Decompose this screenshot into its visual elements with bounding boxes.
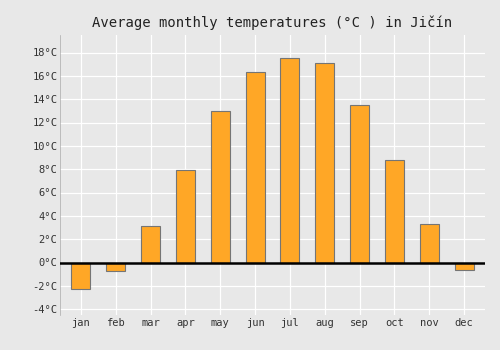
Bar	[141, 226, 160, 262]
Bar	[106, 262, 126, 271]
Title: Average monthly temperatures (°C ) in Jičín: Average monthly temperatures (°C ) in Ji…	[92, 15, 452, 30]
Bar	[246, 72, 264, 262]
Bar	[72, 262, 90, 289]
Bar	[315, 63, 334, 262]
Bar	[420, 224, 439, 262]
Bar	[210, 111, 230, 262]
Bar	[385, 160, 404, 262]
Bar	[350, 105, 369, 262]
Bar	[176, 170, 195, 262]
Bar	[454, 262, 473, 270]
Bar	[280, 58, 299, 262]
